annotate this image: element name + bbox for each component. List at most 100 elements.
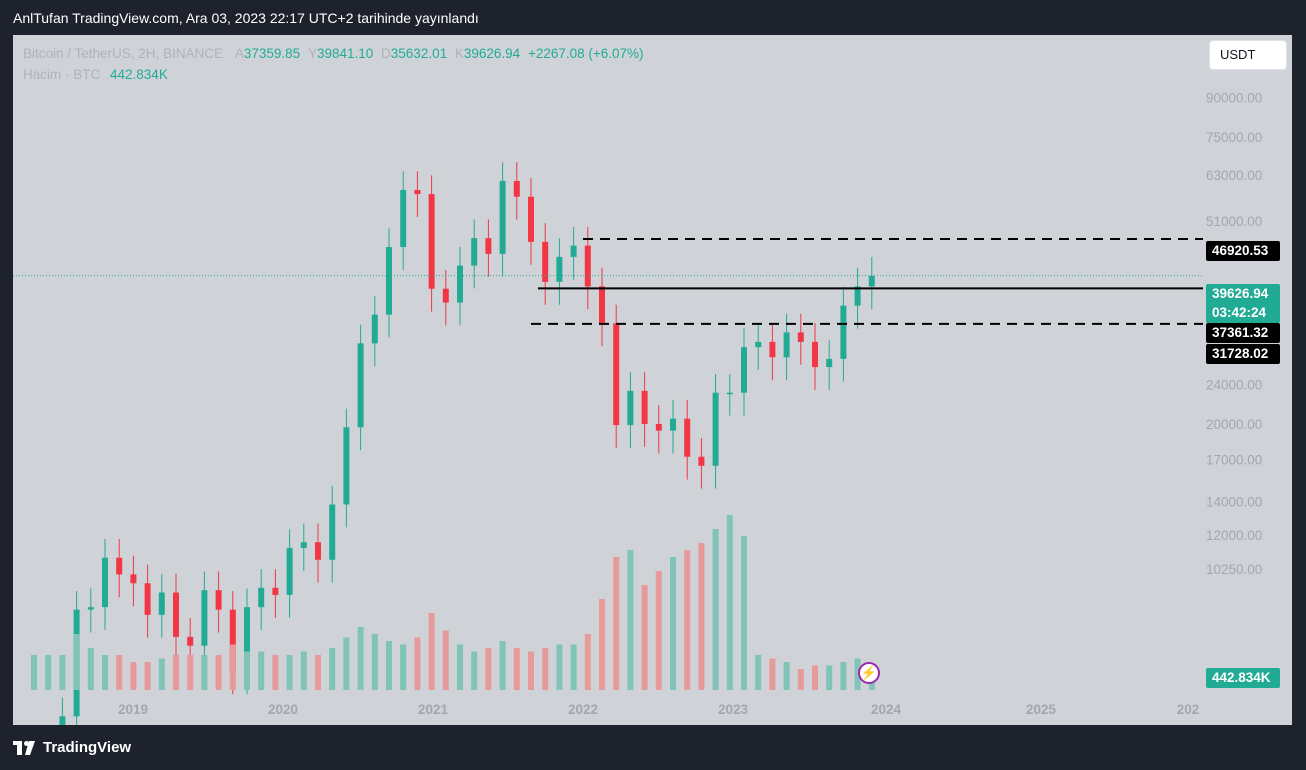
x-tick-label: 202 — [1177, 702, 1200, 717]
x-tick-label: 2025 — [1026, 702, 1057, 717]
volume-bar — [471, 651, 478, 690]
candle-body — [528, 196, 534, 242]
volume-bar — [116, 655, 123, 690]
volume-bar — [414, 637, 421, 690]
y-tick-label: 20000.00 — [1206, 417, 1262, 432]
x-tick-label: 2019 — [118, 702, 148, 717]
close-label: K — [454, 46, 464, 61]
candle-body — [627, 390, 634, 426]
candle-body — [158, 592, 165, 615]
candle-body — [471, 238, 478, 266]
candle-body — [428, 194, 435, 289]
candle-body — [457, 265, 463, 303]
lightning-icon[interactable]: ⚡ — [858, 662, 880, 684]
volume-bar — [102, 655, 108, 690]
candle-body — [556, 256, 563, 282]
candle-body — [812, 341, 818, 368]
y-tick-label: 51000.00 — [1206, 214, 1262, 229]
candle-body — [300, 542, 307, 548]
volume-bar — [329, 648, 336, 690]
candle-body — [329, 504, 336, 560]
candlestick-chart[interactable]: 90000.0075000.0063000.0051000.0043500.00… — [13, 35, 1292, 725]
volume-bar — [698, 543, 705, 690]
volume-bar — [556, 644, 563, 690]
volume-bar — [286, 655, 293, 690]
candle-body — [286, 547, 293, 595]
candle-body — [542, 241, 549, 282]
candle-body — [584, 245, 591, 287]
volume-value: 442.834K — [110, 67, 168, 82]
candle-body — [599, 286, 605, 324]
candle-body — [854, 286, 861, 306]
candle-body — [187, 636, 194, 646]
candle-body — [59, 716, 66, 725]
x-tick-label: 2024 — [871, 702, 902, 717]
volume-bar — [840, 662, 847, 690]
candle-body — [414, 189, 421, 195]
volume-bar — [144, 662, 151, 690]
volume-bar — [797, 669, 804, 690]
candle-body — [116, 557, 123, 575]
candle-body — [371, 314, 378, 344]
candle-body — [258, 587, 265, 608]
countdown-tag: 03:42:24 — [1206, 303, 1280, 323]
candle-body — [244, 607, 250, 672]
volume-bar — [428, 613, 435, 690]
candle-body — [797, 332, 804, 342]
volume-bar — [726, 515, 733, 690]
candle-body — [726, 392, 733, 395]
volume-tag: 442.834K — [1206, 668, 1280, 688]
volume-bar — [158, 658, 165, 690]
tradingview-logo[interactable]: TradingView — [13, 739, 131, 756]
ohlc-legend: Bitcoin / TetherUS, 2H, BINANCE A37359.8… — [23, 46, 644, 61]
volume-bar — [31, 655, 37, 690]
candle-body — [655, 424, 662, 431]
candle-body — [144, 583, 151, 615]
high-label: Y — [307, 46, 317, 61]
volume-bar — [315, 655, 321, 690]
x-tick-label: 2020 — [268, 702, 298, 717]
volume-bar — [741, 536, 747, 690]
candle-body — [485, 238, 492, 254]
candle-body — [442, 288, 449, 303]
volume-bar — [613, 557, 620, 690]
volume-bar — [599, 599, 605, 690]
volume-bar — [300, 651, 307, 690]
change-value: +2267.08 (+6.07%) — [527, 46, 644, 61]
volume-bar — [229, 644, 236, 690]
y-tick-label: 10250.00 — [1206, 562, 1262, 577]
brand-name: TradingView — [43, 739, 132, 756]
volume-bar — [87, 648, 94, 690]
volume-bar — [386, 641, 392, 690]
chart-panel[interactable]: 90000.0075000.0063000.0051000.0043500.00… — [13, 35, 1292, 725]
volume-bar — [485, 648, 492, 690]
volume-bar — [244, 651, 250, 690]
volume-bar — [584, 634, 591, 690]
y-tick-label: 63000.00 — [1206, 168, 1262, 183]
volume-bar — [755, 655, 762, 690]
y-tick-label: 14000.00 — [1206, 494, 1262, 509]
candle-body — [315, 542, 321, 560]
candle-body — [102, 557, 108, 608]
current-price-tag: 39626.94 — [1206, 284, 1280, 304]
candle-body — [755, 341, 762, 348]
tradingview-mark-icon — [13, 740, 35, 755]
candle-body — [712, 392, 719, 466]
y-tick-label: 24000.00 — [1206, 377, 1262, 392]
y-tick-label: 75000.00 — [1206, 130, 1262, 145]
x-tick-label: 2021 — [418, 702, 449, 717]
candle-body — [357, 343, 364, 428]
candle-body — [769, 341, 776, 358]
candle-body — [613, 323, 620, 426]
candle-body — [87, 607, 94, 610]
volume-bar — [45, 655, 52, 690]
volume-bar — [215, 655, 222, 690]
volume-bar — [272, 655, 279, 690]
resistance-price-tag: 46920.53 — [1206, 241, 1280, 261]
volume-bar — [783, 662, 790, 690]
currency-button[interactable]: USDT — [1209, 40, 1287, 70]
x-tick-label: 2022 — [568, 702, 598, 717]
publish-header: AnlTufan TradingView.com, Ara 03, 2023 2… — [0, 0, 1306, 36]
open-label: A — [234, 46, 244, 61]
x-tick-label: 2023 — [718, 702, 749, 717]
